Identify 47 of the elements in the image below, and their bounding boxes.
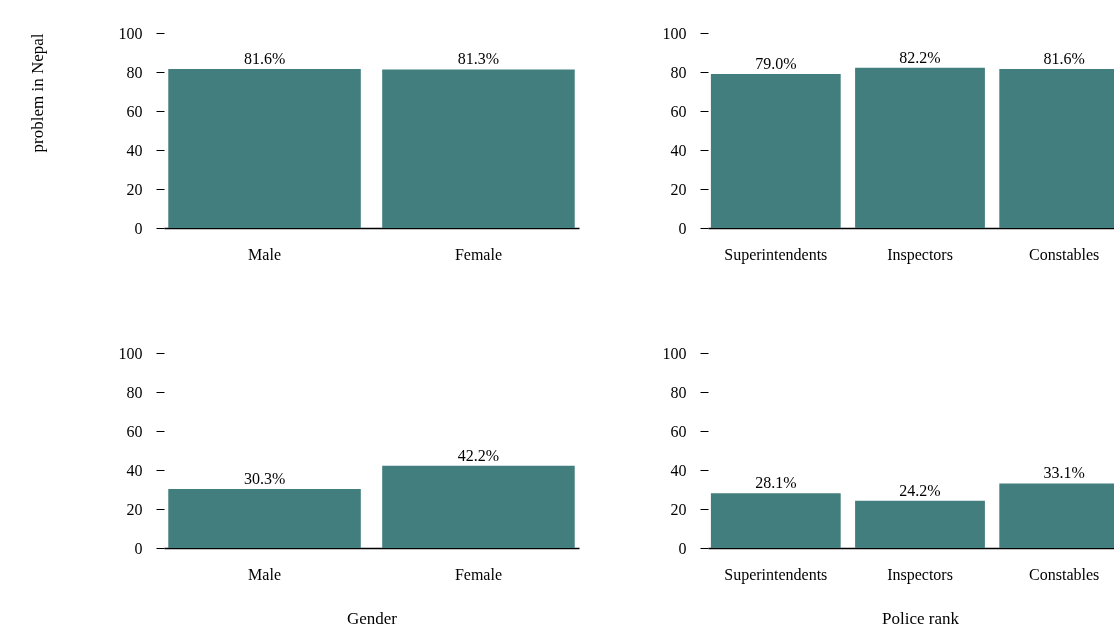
y-tick-label: 80 <box>126 383 143 401</box>
x-tick-label: Female <box>454 245 503 263</box>
y-tick-label: 40 <box>126 141 143 159</box>
y-tick-label: 20 <box>126 180 143 198</box>
y-tick-label: 20 <box>670 500 687 518</box>
y-tick-label: 0 <box>134 539 143 557</box>
data-label: 42.2% <box>457 446 500 464</box>
y-tick-label: 60 <box>126 422 143 440</box>
data-label: 81.6% <box>243 49 286 67</box>
x-tick-label: Inspectors <box>887 245 953 264</box>
y-tick-label: 40 <box>126 461 143 479</box>
data-label: 24.2% <box>899 481 941 499</box>
y-tick-label: 0 <box>134 219 143 237</box>
y-tick-label: 100 <box>118 344 143 362</box>
y-tick-label: 20 <box>126 500 143 518</box>
y-tick-label: 60 <box>126 102 143 120</box>
data-label: 33.1% <box>1043 464 1085 482</box>
x-tick-label: Inspectors <box>887 565 953 584</box>
y-tick-label: 40 <box>670 141 687 159</box>
data-label: 28.1% <box>755 474 797 492</box>
data-label: 82.2% <box>899 48 941 66</box>
y-tick-label: 0 <box>678 539 687 557</box>
y-tick-label: 80 <box>126 63 143 81</box>
y-axis-title: problem in Nepal <box>27 33 47 153</box>
y-tick-label: 60 <box>670 102 687 120</box>
x-tick-label: Superintendents <box>724 565 828 584</box>
x-axis-title: Gender <box>346 608 398 628</box>
x-tick-label: Constables <box>1029 565 1100 583</box>
x-tick-label: Male <box>248 565 281 583</box>
y-tick-label: 60 <box>670 422 687 440</box>
data-label: 30.3% <box>243 469 286 487</box>
data-label: 79.0% <box>755 54 797 72</box>
x-tick-label: Female <box>454 565 503 583</box>
y-tick-label: 80 <box>670 383 687 401</box>
y-tick-label: 100 <box>662 344 687 362</box>
y-tick-label: 100 <box>118 24 143 42</box>
y-tick-label: 100 <box>662 24 687 42</box>
data-label: 81.6% <box>1043 49 1085 67</box>
y-tick-label: 80 <box>670 63 687 81</box>
x-tick-label: Constables <box>1029 245 1100 263</box>
y-tick-label: 0 <box>678 219 687 237</box>
data-label: 81.3% <box>457 50 500 68</box>
y-tick-label: 40 <box>670 461 687 479</box>
y-tick-label: 20 <box>670 180 687 198</box>
x-axis-title: Police rank <box>882 608 960 628</box>
x-tick-label: Superintendents <box>724 245 828 264</box>
x-tick-label: Male <box>248 245 281 263</box>
